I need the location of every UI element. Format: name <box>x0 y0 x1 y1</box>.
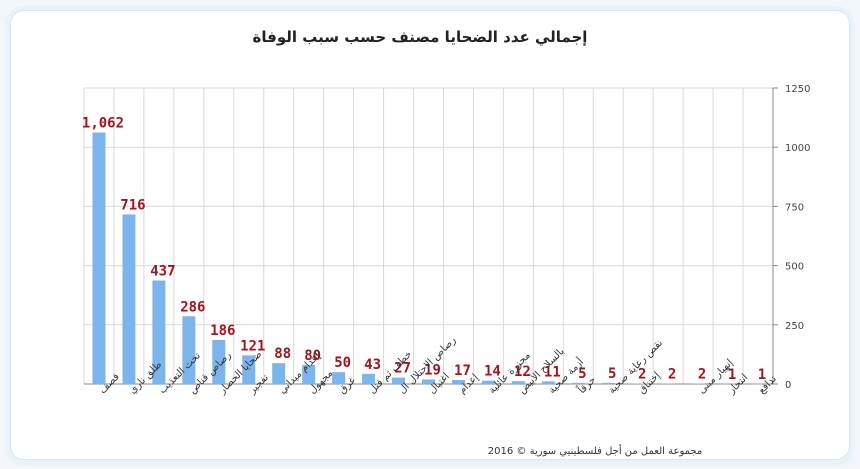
bar <box>541 381 555 384</box>
bar <box>571 382 585 384</box>
bar <box>212 339 226 384</box>
data-label: 80 <box>304 348 321 364</box>
bar <box>481 380 495 384</box>
data-label: 1 <box>758 367 766 383</box>
y-tick-label: 250 <box>785 321 804 332</box>
data-label: 186 <box>210 323 235 339</box>
bar <box>631 383 645 385</box>
data-label: 1,062 <box>82 116 124 132</box>
bar <box>661 383 675 385</box>
data-label: 2 <box>668 367 676 383</box>
bar <box>601 382 615 384</box>
data-label: 2 <box>698 367 706 383</box>
bar <box>182 316 196 384</box>
data-label: 88 <box>274 346 291 362</box>
chart-title: إجمالي عدد الضحايا مصنف حسب سبب الوفاة <box>253 28 588 46</box>
data-label: 27 <box>394 361 411 377</box>
data-label: 2 <box>638 367 646 383</box>
bar <box>302 365 316 384</box>
data-label: 5 <box>578 366 586 382</box>
bar <box>751 383 765 385</box>
y-tick-label: 0 <box>785 380 791 391</box>
data-label: 19 <box>424 363 441 379</box>
bar <box>721 383 735 385</box>
bar <box>242 355 256 384</box>
bar <box>152 280 166 384</box>
bar <box>422 379 435 384</box>
y-tick-label: 750 <box>785 202 804 213</box>
data-label: 1 <box>728 367 736 383</box>
y-tick-label: 500 <box>785 262 804 273</box>
credit-text: مجموعة العمل من أجل فلسطينيي سورية © 201… <box>488 444 702 457</box>
data-label: 14 <box>484 364 501 380</box>
data-label: 43 <box>364 357 381 373</box>
data-label: 437 <box>150 264 175 280</box>
bar <box>272 363 286 384</box>
bar <box>122 214 136 384</box>
bar <box>451 379 465 384</box>
bar <box>392 377 406 384</box>
bar <box>362 373 376 384</box>
y-axis: 0 250 500 750 1000 1250 <box>773 84 810 391</box>
bar <box>691 383 705 385</box>
data-label: 121 <box>240 338 265 354</box>
y-tick-label: 1250 <box>785 84 810 95</box>
data-label: 12 <box>514 364 531 380</box>
data-label: 286 <box>180 299 205 315</box>
y-tick-label: 1000 <box>785 143 810 154</box>
data-label: 50 <box>334 355 351 371</box>
bar <box>92 132 106 384</box>
chart-frame <box>10 10 850 460</box>
bar <box>511 381 525 384</box>
data-label: 716 <box>120 197 145 213</box>
bar-series <box>92 132 765 385</box>
data-label: 11 <box>544 364 561 380</box>
data-label: 17 <box>454 363 471 379</box>
bar <box>332 372 346 384</box>
data-label: 5 <box>608 366 616 382</box>
